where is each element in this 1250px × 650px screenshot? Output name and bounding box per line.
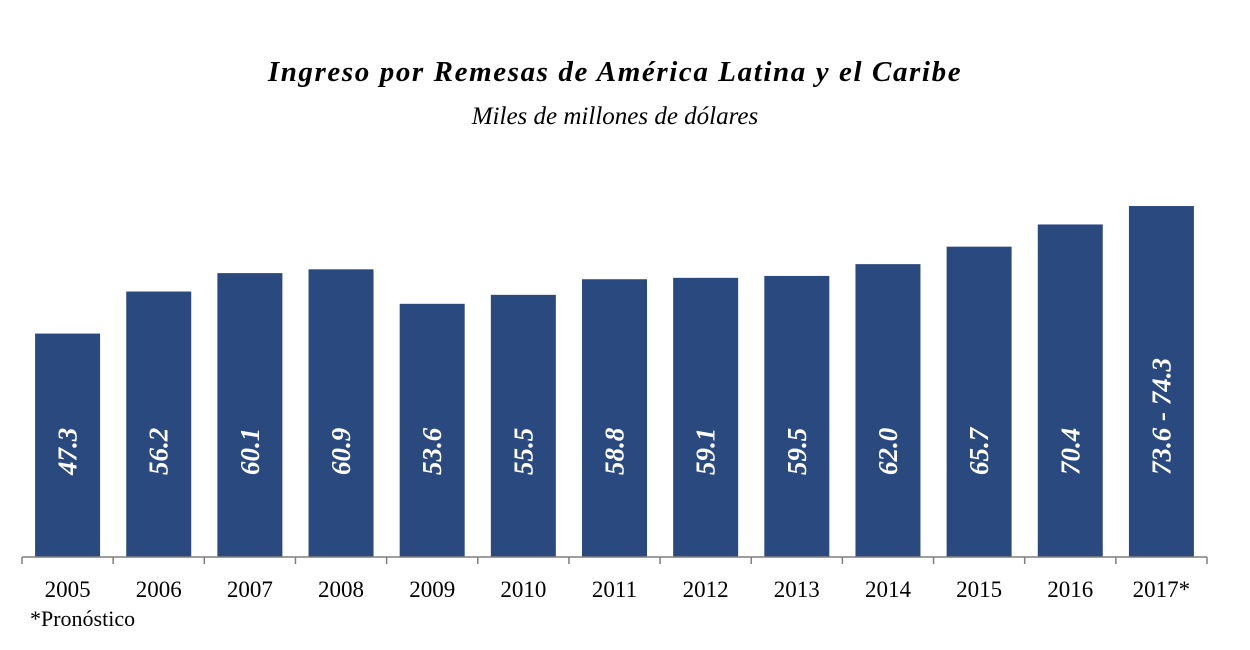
data-label: 73.6 - 74.3 xyxy=(1146,358,1176,475)
bar-2009 xyxy=(399,303,465,557)
x-tick-label: 2017* xyxy=(1133,577,1191,602)
chart-title: Ingreso por Remesas de América Latina y … xyxy=(267,56,963,88)
x-tick-label: 2008 xyxy=(318,577,364,602)
data-label: 47.3 xyxy=(53,428,83,476)
x-tick-label: 2010 xyxy=(500,577,546,602)
x-tick-label: 2006 xyxy=(136,577,182,602)
bar-2015 xyxy=(946,246,1012,558)
data-label: 59.1 xyxy=(691,428,721,475)
data-label: 58.8 xyxy=(600,427,630,475)
data-label: 53.6 xyxy=(417,427,447,475)
bar-2012 xyxy=(673,277,739,557)
x-tick-label: 2011 xyxy=(592,577,637,602)
chart-subtitle: Miles de millones de dólares xyxy=(471,103,759,130)
bar-2010 xyxy=(490,294,556,557)
data-label: 62.0 xyxy=(873,427,903,475)
bar-2014 xyxy=(855,264,921,557)
data-label: 70.4 xyxy=(1055,428,1085,475)
bar-2013 xyxy=(764,275,830,557)
x-tick-label: 2007 xyxy=(227,577,273,602)
x-tick-label: 2009 xyxy=(409,577,455,602)
footnote: *Pronóstico xyxy=(30,606,136,631)
x-tick-label: 2013 xyxy=(774,577,820,602)
data-label: 59.5 xyxy=(782,428,812,475)
data-label: 65.7 xyxy=(964,426,994,475)
bar-2005 xyxy=(35,333,101,557)
bar-2017 xyxy=(1128,206,1194,557)
bar-2016 xyxy=(1037,224,1103,557)
bar-2008 xyxy=(308,269,374,557)
x-tick-label: 2005 xyxy=(45,577,91,602)
data-label: 55.5 xyxy=(508,428,538,475)
data-label: 60.1 xyxy=(235,428,265,475)
data-label: 56.2 xyxy=(144,428,174,475)
bar-2006 xyxy=(126,291,192,557)
bar-2011 xyxy=(582,279,647,557)
x-tick-label: 2016 xyxy=(1047,577,1093,602)
bar-2007 xyxy=(217,273,283,557)
x-tick-label: 2014 xyxy=(865,577,912,602)
data-label: 60.9 xyxy=(326,427,356,475)
x-tick-label: 2012 xyxy=(683,577,729,602)
x-tick-label: 2015 xyxy=(956,577,1002,602)
